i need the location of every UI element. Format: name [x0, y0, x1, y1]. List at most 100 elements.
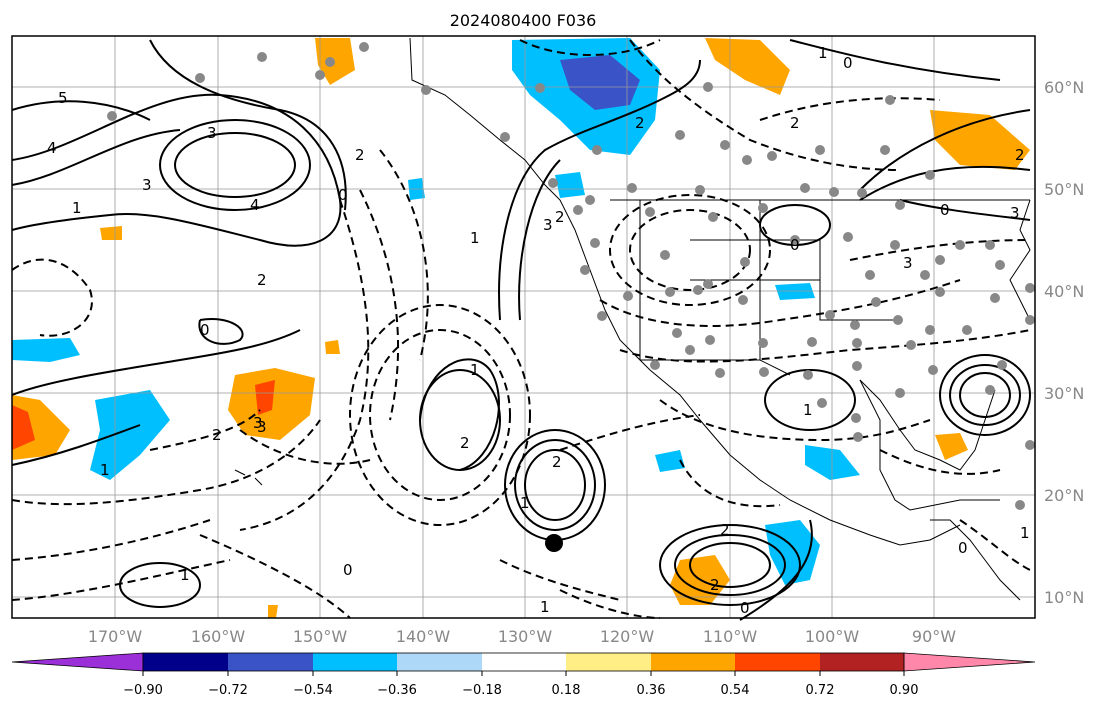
colorbar-tick-label: −0.36: [377, 683, 417, 698]
shade-blue-small1: [655, 450, 685, 472]
lat-label: 10°N: [1044, 588, 1084, 607]
contour-label: 2: [212, 426, 222, 444]
colorbar-tick-label: −0.72: [208, 683, 248, 698]
lat-label: 40°N: [1044, 282, 1084, 301]
colorbar-segment: [566, 653, 651, 671]
shade-blue-farleft: [12, 338, 80, 362]
shade-orange-small1: [100, 226, 122, 240]
contour-label: 3: [257, 418, 267, 436]
contours-dashed: [11, 39, 1031, 619]
lat-label: 50°N: [1044, 180, 1084, 199]
colorbar-tick-label: −0.54: [293, 683, 333, 698]
shade-orange-top: [705, 38, 790, 95]
contour-label: 2: [552, 453, 562, 471]
contour-label: 0: [843, 54, 853, 72]
shade-blue-small2: [775, 283, 815, 300]
colorbar-tick-label: 0.90: [890, 683, 919, 698]
colorbar-tick-label: −0.90: [123, 683, 163, 698]
contour-label: 1: [540, 598, 550, 616]
colorbar-segment: [313, 653, 397, 671]
contour-label: 3: [543, 216, 553, 234]
shade-blue-left: [90, 390, 170, 480]
lon-label: 170°W: [88, 627, 143, 646]
colorbar-extend-high: [903, 652, 1036, 672]
contour-label: 2: [555, 208, 565, 226]
lon-label: 90°W: [912, 627, 956, 646]
contour-label: 0: [958, 539, 968, 557]
longitude-labels: 170°W 160°W 150°W 140°W 130°W 120°W 110°…: [88, 627, 956, 646]
lon-label: 120°W: [600, 627, 655, 646]
lon-label: 150°W: [293, 627, 348, 646]
storm-position-marker: [545, 534, 563, 552]
contour-label: 0: [740, 599, 750, 617]
contour-label: 0: [940, 201, 950, 219]
colorbar-segment: [482, 653, 566, 671]
contour-label: 1: [520, 494, 530, 512]
contour-label: 3: [903, 254, 913, 272]
station-markers: [107, 42, 1035, 510]
colorbar-tick-label: 0.54: [721, 683, 750, 698]
contour-label: 2: [1015, 146, 1025, 164]
contour-label: 0: [200, 321, 210, 339]
shade-orange-ne: [930, 110, 1030, 170]
shade-orange-east: [935, 433, 968, 460]
colorbar-tick-label: −0.18: [462, 683, 502, 698]
contour-label: 2: [257, 271, 267, 289]
map-panel: 5 4 3 1 0 2 3 4 2 0 3 2 1 1 2 3 2 2 1 0 …: [11, 35, 1036, 621]
contour-labels: 5 4 3 1 0 2 3 4 2 0 3 2 1 1 2 3 2 2 1 0 …: [47, 44, 1030, 617]
contour-label: 0: [338, 186, 348, 204]
contour-label: 2: [355, 146, 365, 164]
shade-orange-left: [12, 395, 70, 460]
map-title: 2024080400 F036: [450, 11, 597, 30]
contour-label: 1: [470, 361, 480, 379]
colorbar-tick-label: 0.72: [806, 683, 835, 698]
contour-label: 4: [47, 139, 57, 157]
contour-label: 1: [818, 44, 828, 62]
contour-label: 1: [803, 401, 813, 419]
lon-label: 110°W: [703, 627, 758, 646]
contour-label: 0: [343, 561, 353, 579]
lat-label: 30°N: [1044, 384, 1084, 403]
colorbar-segment: [228, 653, 313, 671]
contour-label: 1: [1020, 524, 1030, 542]
colorbar-segment: [143, 653, 228, 671]
contour-label: 2: [790, 114, 800, 132]
contour-label: 2: [710, 576, 720, 594]
colorbar-tick-label: 0.18: [552, 683, 581, 698]
colorbar-segment: [820, 653, 904, 671]
shade-orange-topleft: [315, 38, 355, 85]
shade-orange-small3: [268, 605, 278, 618]
contour-label: 2: [635, 114, 645, 132]
lon-label: 140°W: [396, 627, 451, 646]
shade-blue-gulf: [805, 445, 860, 480]
colorbar-segment: [397, 653, 482, 671]
contour-label: 3: [142, 176, 152, 194]
lat-label: 60°N: [1044, 78, 1084, 97]
graticule: [12, 36, 1035, 618]
contour-label: 0: [790, 236, 800, 254]
shade-red-hawaii: [255, 380, 275, 415]
contour-label: 4: [250, 196, 260, 214]
coastlines: [234, 37, 1031, 601]
shade-red-left: [12, 405, 35, 450]
lat-label: 20°N: [1044, 486, 1084, 505]
contour-label: 3: [253, 414, 263, 432]
colorbar-extend-low: [11, 652, 144, 672]
contour-label: 1: [72, 199, 82, 217]
lon-label: 100°W: [805, 627, 860, 646]
colorbar: −0.90 −0.72 −0.54 −0.36 −0.18 0.18 0.36 …: [11, 652, 1036, 698]
lon-label: 160°W: [191, 627, 246, 646]
colorbar-tick-label: 0.36: [637, 683, 666, 698]
contour-label: 3: [1010, 204, 1020, 222]
colorbar-segment: [651, 653, 735, 671]
contour-label: 2: [460, 434, 470, 452]
contours-solid: [11, 39, 1031, 621]
shade-orange-small2: [325, 340, 340, 354]
lon-label: 130°W: [498, 627, 553, 646]
map-border: [11, 35, 1036, 619]
shading-layer: [12, 38, 1030, 618]
colorbar-segment: [735, 653, 820, 671]
contour-label: 5: [58, 89, 68, 107]
contour-label: 3: [207, 124, 217, 142]
